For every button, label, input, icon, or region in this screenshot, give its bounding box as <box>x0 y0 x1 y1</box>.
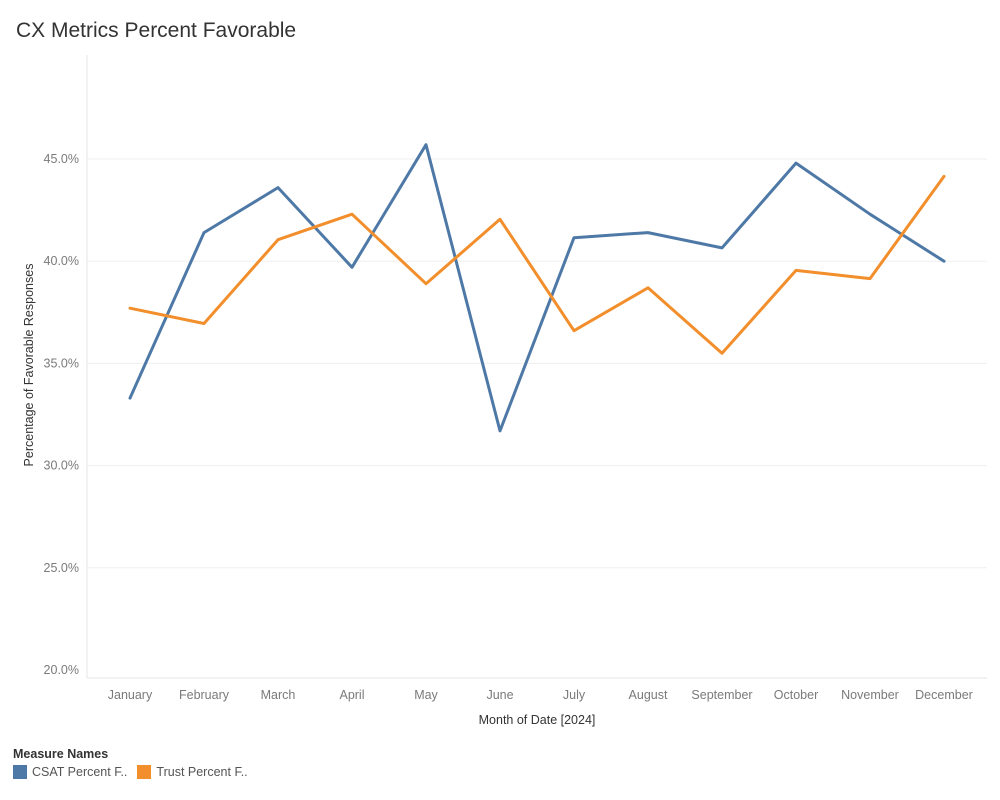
series-lines <box>126 141 948 435</box>
data-point-csat[interactable] <box>200 229 208 237</box>
y-tick-label: 30.0% <box>44 459 79 473</box>
data-point-csat[interactable] <box>274 184 282 192</box>
data-point-csat[interactable] <box>866 210 874 218</box>
x-tick-label: September <box>691 688 752 702</box>
data-point-trust[interactable] <box>866 275 874 283</box>
data-point-csat[interactable] <box>126 394 134 402</box>
y-tick-label: 40.0% <box>44 254 79 268</box>
data-point-trust[interactable] <box>940 172 948 180</box>
x-tick-label: October <box>774 688 818 702</box>
legend-swatch-csat <box>13 765 27 779</box>
y-tick-label: 45.0% <box>44 152 79 166</box>
y-tick-label: 25.0% <box>44 561 79 575</box>
data-point-csat[interactable] <box>348 263 356 271</box>
x-tick-label: February <box>179 688 230 702</box>
x-tick-label: April <box>339 688 364 702</box>
data-point-csat[interactable] <box>718 244 726 252</box>
y-axis-title: Percentage of Favorable Responses <box>22 264 36 467</box>
data-point-csat[interactable] <box>422 141 430 149</box>
legend-item-trust[interactable]: Trust Percent F.. <box>137 765 248 779</box>
x-tick-label: August <box>629 688 668 702</box>
data-point-trust[interactable] <box>644 284 652 292</box>
x-tick-label: July <box>563 688 586 702</box>
axes: 20.0% 25.0% 30.0% 35.0% 40.0% 45.0% January Feb… <box>44 55 987 702</box>
series-line-trust[interactable] <box>128 174 946 355</box>
x-tick-label: December <box>915 688 973 702</box>
legend-label-trust: Trust Percent F.. <box>156 765 248 779</box>
data-point-trust[interactable] <box>718 349 726 357</box>
data-point-csat[interactable] <box>940 257 948 265</box>
x-axis-title: Month of Date [2024] <box>479 713 596 727</box>
legend-title: Measure Names <box>13 747 109 761</box>
series-line-csat[interactable] <box>128 143 946 433</box>
chart-title: CX Metrics Percent Favorable <box>16 19 297 42</box>
data-point-trust[interactable] <box>274 236 282 244</box>
data-point-csat[interactable] <box>644 229 652 237</box>
x-tick-label: January <box>108 688 153 702</box>
x-tick-label: November <box>841 688 899 702</box>
data-point-csat[interactable] <box>570 234 578 242</box>
data-point-csat[interactable] <box>792 159 800 167</box>
legend-item-csat[interactable]: CSAT Percent F.. <box>13 765 127 779</box>
data-point-trust[interactable] <box>792 266 800 274</box>
y-tick-label: 35.0% <box>44 356 79 370</box>
x-tick-label: June <box>486 688 513 702</box>
legend-label-csat: CSAT Percent F.. <box>32 765 128 779</box>
data-point-trust[interactable] <box>200 320 208 328</box>
data-point-trust[interactable] <box>496 215 504 223</box>
data-point-trust[interactable] <box>348 210 356 218</box>
legend-items: CSAT Percent F.. Trust Percent F.. <box>13 765 248 779</box>
x-tick-label: March <box>261 688 296 702</box>
legend: Measure Names CSAT Percent F.. Trust Per… <box>13 747 248 779</box>
x-tick-label: May <box>414 688 438 702</box>
data-point-trust[interactable] <box>126 304 134 312</box>
y-tick-label: 20.0% <box>44 663 79 677</box>
data-point-trust[interactable] <box>570 327 578 335</box>
data-point-trust[interactable] <box>422 280 430 288</box>
gridlines <box>87 158 987 569</box>
legend-swatch-trust <box>137 765 152 779</box>
data-point-csat[interactable] <box>496 427 504 435</box>
